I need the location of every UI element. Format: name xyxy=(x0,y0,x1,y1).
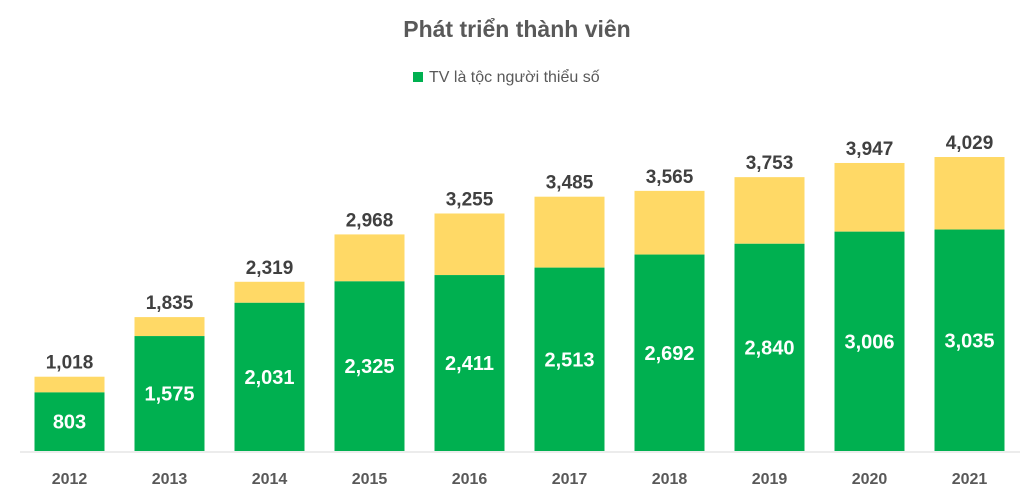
x-tick-label: 2020 xyxy=(852,471,888,488)
bar-segment-yellow xyxy=(134,317,205,337)
data-label-total: 3,753 xyxy=(746,153,794,174)
legend-label: TV là tộc người thiểu số xyxy=(429,68,600,86)
bar-segment-green xyxy=(534,267,605,451)
bar-segment-green xyxy=(734,243,805,451)
x-tick-label: 2016 xyxy=(452,471,488,488)
x-tick-label: 2017 xyxy=(552,471,588,488)
data-label-green: 2,325 xyxy=(344,356,394,378)
bars-group: 803 1,018 1,575 1,835 2,031 2,319 2,325 2,968 2,… xyxy=(34,133,1005,451)
data-label-total: 3,947 xyxy=(846,139,894,160)
bar-segment-yellow xyxy=(234,281,305,303)
chart-title: Phát triển thành viên xyxy=(403,16,630,42)
bar-segment-yellow xyxy=(634,190,705,255)
bar-segment-green xyxy=(934,229,1005,451)
bar-segment-yellow xyxy=(434,213,505,276)
data-label-green: 3,006 xyxy=(844,331,894,353)
bar-segment-yellow xyxy=(934,157,1005,230)
bar-segment-yellow xyxy=(334,234,405,282)
bar-segment-green xyxy=(834,231,905,451)
data-label-total: 3,485 xyxy=(546,173,594,194)
x-tick-label: 2012 xyxy=(52,471,88,488)
x-tick-label: 2018 xyxy=(652,471,688,488)
bar-segment-yellow xyxy=(34,376,105,393)
bar-segment-yellow xyxy=(534,196,605,268)
data-label-green: 1,575 xyxy=(144,384,194,406)
x-tick-label: 2021 xyxy=(952,471,988,488)
bar-segment-yellow xyxy=(834,162,905,232)
data-label-green: 2,513 xyxy=(544,349,594,371)
data-label-total: 3,255 xyxy=(446,189,494,210)
x-tick-label: 2019 xyxy=(752,471,788,488)
data-label-total: 2,968 xyxy=(346,210,394,231)
data-label-total: 1,018 xyxy=(46,353,94,374)
data-label-total: 4,029 xyxy=(946,133,994,154)
x-tick-label: 2015 xyxy=(352,471,388,488)
x-ticks-group: 2012 2013 2014 2015 2016 2017 2018 2019 2020 2021 xyxy=(52,471,988,488)
data-label-green: 2,031 xyxy=(244,367,294,389)
data-label-total: 1,835 xyxy=(146,293,194,314)
data-label-total: 2,319 xyxy=(246,258,294,279)
bar-segment-green xyxy=(34,392,105,451)
x-tick-label: 2014 xyxy=(252,471,288,488)
data-label-total: 3,565 xyxy=(646,167,694,188)
data-label-green: 2,692 xyxy=(644,343,694,365)
bar-segment-yellow xyxy=(734,177,805,244)
bar-segment-green xyxy=(234,302,305,451)
data-label-green: 803 xyxy=(53,412,86,434)
bar-segment-green xyxy=(134,336,205,451)
bar-segment-green xyxy=(434,275,505,451)
data-label-green: 2,411 xyxy=(445,353,494,375)
legend-swatch xyxy=(413,72,423,82)
x-tick-label: 2013 xyxy=(152,471,188,488)
data-label-green: 2,840 xyxy=(744,337,794,359)
bar-segment-green xyxy=(634,254,705,451)
data-label-green: 3,035 xyxy=(944,330,994,352)
bar-segment-green xyxy=(334,281,405,451)
